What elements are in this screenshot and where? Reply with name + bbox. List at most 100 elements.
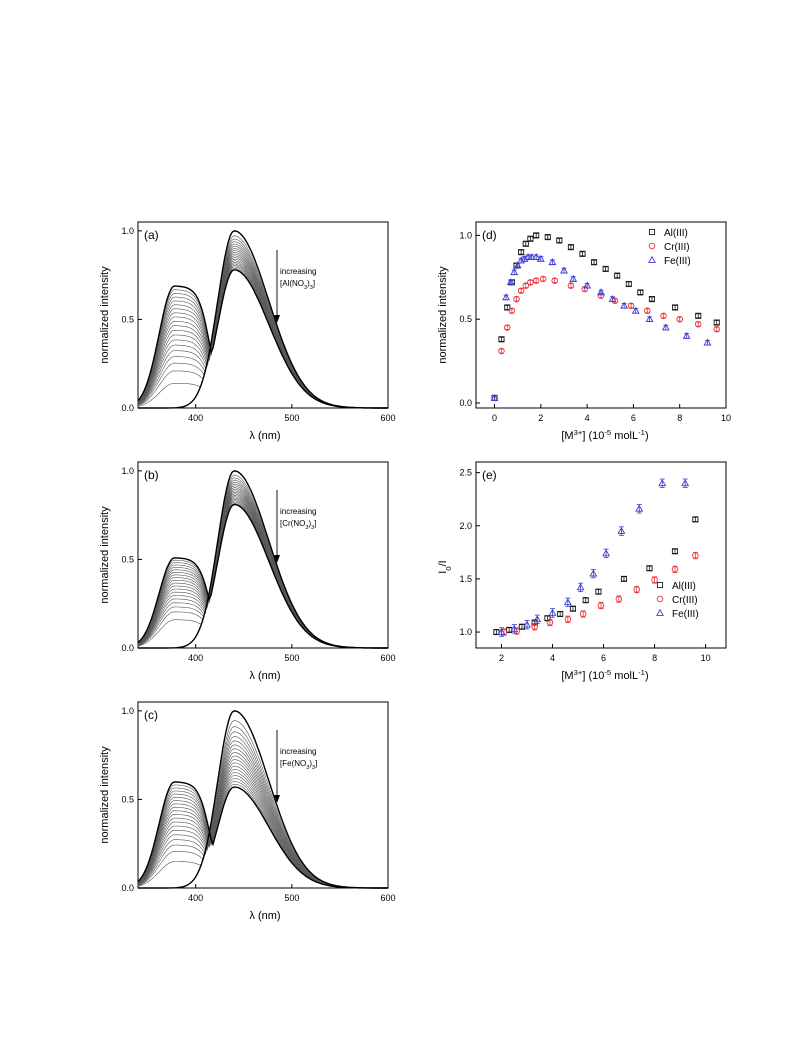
spectrum-curve: [137, 493, 388, 649]
circle-marker: [546, 619, 554, 626]
x-tick-label: 400: [188, 653, 203, 663]
circle-marker: [694, 320, 702, 328]
y-tick-label: 0.5: [121, 794, 134, 804]
arrow-head: [274, 315, 280, 323]
spectrum-curve: [137, 479, 388, 649]
square-marker: [533, 232, 540, 239]
y-tick-label: 1.0: [121, 706, 134, 716]
series-triangle: [497, 478, 690, 637]
spectrum-curve: [137, 483, 388, 649]
triangle-marker: [523, 620, 531, 628]
circle-marker: [527, 279, 534, 286]
y-tick-label: 0.5: [121, 554, 134, 564]
spectrum-curve: [137, 230, 388, 409]
square-marker: [544, 234, 551, 241]
y-axis-label: normalized intensity: [437, 266, 449, 364]
spectrum-curve: [137, 491, 388, 649]
spectrum-curve-bold: [137, 503, 388, 649]
panel-a-spectra: 400 500 600 0.0 0.5 1.0 (a) increasing [Al(NO3)3…: [99, 221, 396, 442]
triangle-marker: [589, 569, 598, 577]
square-marker: [692, 516, 699, 523]
triangle-marker: [536, 254, 545, 262]
axes-frame: [475, 461, 727, 649]
square-marker: [522, 240, 529, 247]
x-tick-label: 8: [652, 653, 657, 663]
x-axis-label: λ (nm): [249, 430, 280, 442]
triangle-marker: [569, 274, 578, 282]
x-tick-label: 4: [550, 653, 555, 663]
square-marker: [671, 548, 679, 555]
circle-marker: [597, 602, 605, 609]
circle-marker: [532, 277, 540, 284]
annotation-salt: [Fe(NO3)3]: [280, 759, 317, 771]
y-tick-label: 1.0: [459, 627, 472, 637]
spectrum-curve: [137, 257, 388, 409]
x-tick-label: 10: [701, 653, 711, 663]
x-tick-label: 0: [492, 413, 497, 423]
spectrum-curve: [137, 759, 388, 889]
y-tick-label: 0.0: [459, 398, 472, 408]
triangle-marker: [648, 255, 656, 263]
square-marker: [579, 250, 586, 257]
series-triangle: [490, 253, 712, 401]
square-marker: [695, 312, 702, 319]
legend-label: Fe(III): [672, 609, 699, 620]
spectrum-curve: [137, 494, 388, 649]
circle-marker: [692, 552, 699, 559]
circle-marker: [522, 282, 530, 289]
spectrum-curve: [137, 477, 388, 649]
x-tick-label: 6: [631, 413, 636, 423]
square-marker: [656, 581, 664, 589]
x-tick-label: 2: [499, 653, 504, 663]
square-marker: [646, 565, 653, 572]
triangle-marker: [510, 268, 519, 276]
triangle-marker: [527, 253, 536, 261]
triangle-marker: [681, 479, 690, 487]
circle-marker: [531, 623, 538, 630]
y-tick-label: 1.5: [459, 574, 472, 584]
x-tick-label: 2: [538, 413, 543, 423]
spectrum-curve: [137, 496, 388, 649]
x-tick-label: 10: [721, 413, 731, 423]
panel-e-stern-volmer: 2 4 6 8 10 1.0 1.5 2.0 2.5 (e) Al(III) Cr(III) Fe(II…: [437, 461, 727, 683]
x-tick-label: 400: [188, 413, 203, 423]
square-marker: [672, 304, 679, 311]
spectrum-curve: [137, 474, 388, 649]
y-tick-label: 1.0: [121, 466, 134, 476]
x-axis-label: [M3+] (10-5 molL-1): [561, 668, 648, 683]
spectrum-curve: [137, 487, 388, 649]
circle-marker: [633, 586, 640, 593]
spectrum-curve: [137, 470, 388, 649]
x-tick-label: 4: [585, 413, 590, 423]
circle-marker: [644, 307, 651, 315]
triangle-marker: [645, 315, 654, 323]
series-square: [493, 516, 699, 636]
y-tick-label: 0.5: [121, 314, 134, 324]
square-marker: [602, 265, 609, 272]
annotation-text: increasing: [280, 507, 316, 516]
y-tick-label: 0.0: [121, 883, 134, 893]
y-tick-label: 0.0: [121, 403, 134, 413]
spectrum-curve: [137, 253, 388, 409]
axes-frame: [137, 221, 389, 409]
circle-marker: [517, 287, 525, 294]
circle-marker: [651, 576, 658, 584]
legend-label: Al(III): [672, 581, 696, 592]
axes-frame: [137, 701, 389, 889]
x-tick-label: 8: [677, 413, 682, 423]
spectrum-curve-bold: [137, 269, 388, 409]
triangle-marker: [661, 323, 670, 331]
circle-marker: [508, 307, 516, 315]
spectrum-curve: [137, 251, 388, 409]
arrow-head: [274, 555, 280, 563]
y-axis-label: normalized intensity: [99, 266, 111, 364]
y-tick-label: 2.5: [459, 468, 472, 478]
y-axis-label: normalized intensity: [99, 746, 111, 844]
triangle-marker: [559, 266, 568, 274]
x-tick-label: 500: [284, 653, 299, 663]
triangle-marker: [533, 615, 542, 623]
circle-marker: [676, 315, 683, 323]
triangle-marker: [658, 479, 667, 487]
square-marker: [518, 249, 525, 256]
